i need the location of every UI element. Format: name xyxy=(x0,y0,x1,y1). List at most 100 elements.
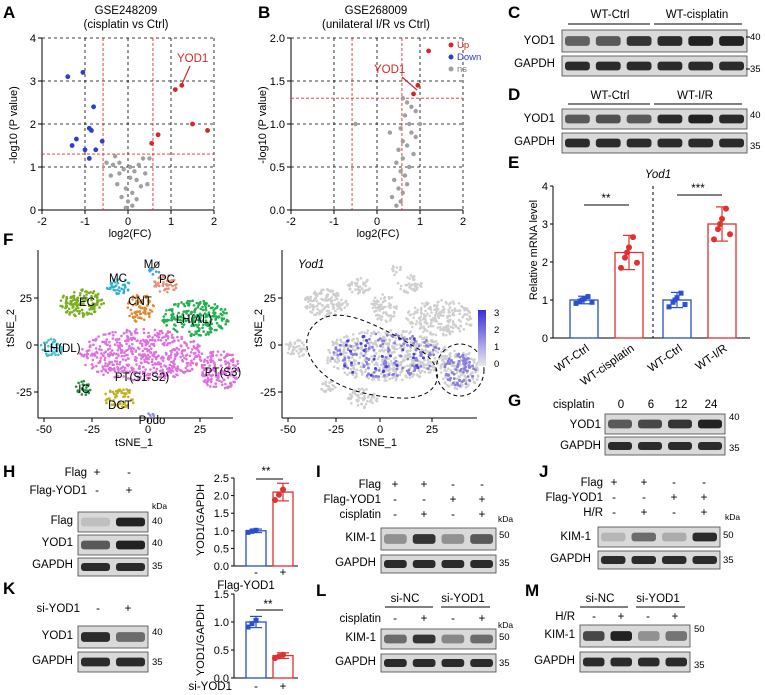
cell-point xyxy=(110,349,114,352)
cell-point-expr xyxy=(401,348,405,352)
sign-label: - xyxy=(451,613,455,625)
data-point xyxy=(622,254,628,261)
cell-point xyxy=(201,374,205,378)
cell-point xyxy=(142,377,146,381)
blot-band xyxy=(595,114,621,124)
data-point xyxy=(249,621,255,627)
cell-point-gray xyxy=(431,343,435,347)
cell-point-expr xyxy=(450,358,454,362)
cell-point xyxy=(117,337,121,341)
cell-point xyxy=(113,280,117,284)
cell-point-gray xyxy=(356,340,360,344)
cell-point-gray xyxy=(368,343,371,347)
cell-point xyxy=(76,296,80,300)
cell-point xyxy=(105,338,109,341)
blot-band xyxy=(470,534,493,544)
cell-point xyxy=(197,329,201,333)
cell-point xyxy=(148,315,151,319)
blot-g-time1: 0 xyxy=(618,399,624,411)
cell-point xyxy=(215,378,219,382)
blot-l-cond1: cisplatin xyxy=(339,613,381,625)
point-ns xyxy=(147,156,152,161)
cell-point xyxy=(118,289,121,293)
tsne-left-ylabel: tSNE_2 xyxy=(5,309,17,347)
cell-point xyxy=(110,360,114,364)
cell-point-gray xyxy=(309,298,312,302)
cell-point xyxy=(87,383,90,386)
tick-label: 3 xyxy=(542,219,548,231)
cell-point xyxy=(149,347,153,350)
chart-h-ylabel: YOD1/GAPDH xyxy=(195,484,207,556)
volcano-a-title: GSE248209 xyxy=(95,5,158,17)
cell-point xyxy=(142,354,145,358)
cell-point-gray xyxy=(384,342,388,345)
cell-point-gray xyxy=(441,314,445,318)
cell-point xyxy=(174,328,177,332)
chart-h-x2: + xyxy=(280,567,287,579)
cell-point-gray xyxy=(465,352,469,356)
tick-label: 1 xyxy=(168,216,174,228)
cell-point-gray xyxy=(427,371,431,374)
cell-point xyxy=(201,323,205,327)
blot-band xyxy=(668,442,692,450)
cell-point xyxy=(64,299,68,303)
point-ns xyxy=(104,160,109,165)
point-ns xyxy=(117,160,122,165)
cell-point-gray xyxy=(356,279,360,282)
cell-point-gray xyxy=(458,329,462,333)
cell-point xyxy=(223,360,227,363)
cell-point xyxy=(74,385,78,388)
cell-point-gray xyxy=(350,356,354,360)
cell-point xyxy=(157,354,160,358)
cell-point xyxy=(203,374,207,378)
tick-label: 0 xyxy=(542,333,548,345)
cell-point-expr xyxy=(452,361,455,365)
blot-m-marker2: 35 xyxy=(694,660,705,671)
cell-point xyxy=(195,332,198,335)
cell-point xyxy=(188,330,191,334)
cell-point-gray xyxy=(355,284,358,288)
cell-point xyxy=(115,292,119,296)
cell-point xyxy=(157,281,160,285)
cell-point xyxy=(159,362,163,365)
cell-point-gray xyxy=(408,277,412,280)
cell-point xyxy=(128,388,132,392)
cell-point-gray xyxy=(355,368,359,372)
tick-label: -25 xyxy=(16,387,32,399)
cell-point-expr xyxy=(387,348,391,352)
cell-point xyxy=(91,353,94,357)
cell-point xyxy=(154,374,158,378)
cell-point xyxy=(143,371,147,374)
cell-point xyxy=(98,345,102,348)
cell-point-gray xyxy=(285,342,288,346)
blot-l-marker2: 35 xyxy=(499,658,510,669)
cell-point xyxy=(190,359,193,362)
blot-h-row2: YOD1 xyxy=(42,537,73,549)
cell-point-gray xyxy=(387,305,391,308)
cell-point-gray xyxy=(439,313,443,317)
cell-point-gray xyxy=(376,317,380,320)
cell-point-gray xyxy=(357,286,360,289)
cell-point-gray xyxy=(455,377,459,380)
cell-point-gray xyxy=(304,296,307,300)
cell-point-expr xyxy=(461,354,464,358)
bar-chart-k: 0.00.51.01.5 xyxy=(214,589,298,685)
cell-point-expr xyxy=(431,348,435,352)
cell-point xyxy=(148,300,152,303)
cell-point-gray xyxy=(305,304,309,308)
cell-point-gray xyxy=(315,299,319,303)
cell-point xyxy=(81,383,85,386)
cell-point xyxy=(198,314,201,317)
cell-point-gray xyxy=(457,302,461,305)
tick-label: -50 xyxy=(280,424,296,436)
cell-point xyxy=(120,370,124,373)
cell-point-gray xyxy=(374,339,377,343)
cell-point-gray xyxy=(437,300,440,304)
cell-point-gray xyxy=(455,387,459,391)
blot-band xyxy=(384,534,407,544)
blot-g-yod1-band xyxy=(604,413,726,435)
cell-point xyxy=(209,385,212,388)
cell-point xyxy=(206,332,210,335)
cell-point xyxy=(106,364,109,368)
blot-h-row3: GAPDH xyxy=(32,559,73,571)
